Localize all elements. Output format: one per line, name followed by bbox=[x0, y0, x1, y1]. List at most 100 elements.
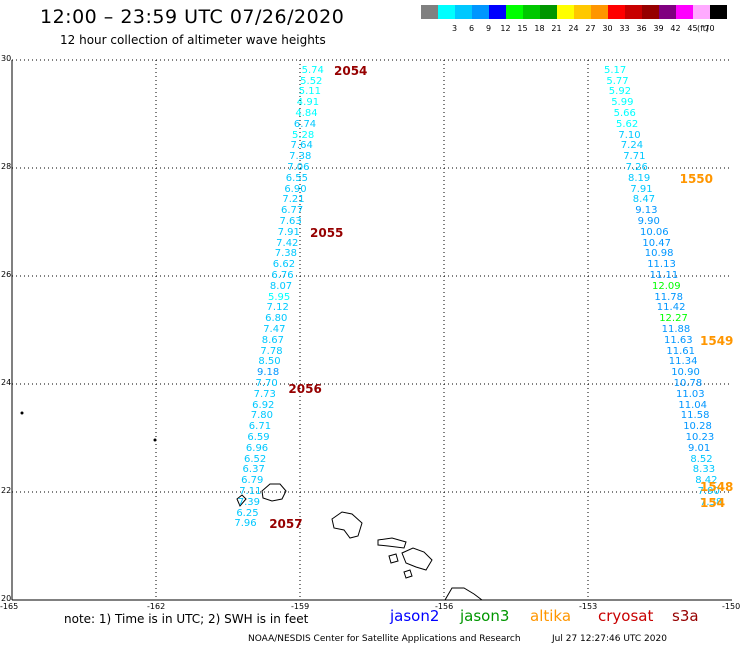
wave-height-label: 6.62 bbox=[272, 259, 296, 271]
legend-swatch bbox=[489, 5, 506, 19]
wave-height-label: 8.07 bbox=[269, 280, 293, 292]
wave-height-label: 7.21 bbox=[282, 194, 305, 206]
wave-height-label: 5.62 bbox=[616, 118, 639, 130]
pass-time-label: 1548 bbox=[700, 479, 734, 494]
wave-height-label: 7.63 bbox=[279, 216, 302, 227]
niihau-island bbox=[236, 494, 247, 507]
wave-height-label: 7.12 bbox=[266, 302, 289, 314]
legend-label: 9 bbox=[485, 24, 492, 33]
wave-height-label: 6.55 bbox=[285, 172, 309, 184]
pass-time-label: 2055 bbox=[310, 225, 344, 240]
legend-swatch bbox=[540, 5, 557, 19]
wave-height-label: 10.90 bbox=[671, 367, 700, 379]
wave-height-label: 7.78 bbox=[260, 345, 283, 357]
generation-timestamp: Jul 27 12:27:46 UTC 2020 bbox=[552, 634, 667, 644]
legend-label: 21 bbox=[551, 24, 562, 33]
legend-label: 33 bbox=[619, 24, 630, 33]
pass-time-label: 2054 bbox=[334, 63, 368, 78]
wave-height-label: 7.47 bbox=[263, 324, 286, 335]
credit-line: NOAA/NESDIS Center for Satellite Applica… bbox=[248, 634, 521, 644]
longitude-label: -156 bbox=[435, 602, 454, 611]
longitude-label: -150 bbox=[722, 602, 740, 611]
longitude-label: -165 bbox=[0, 602, 19, 611]
wave-height-label: 6.25 bbox=[236, 507, 259, 519]
wave-height-label: 5.28 bbox=[292, 129, 315, 141]
wave-height-label: 12.27 bbox=[659, 313, 688, 325]
wave-height-label: 10.28 bbox=[683, 421, 712, 433]
wave-height-label: 11.34 bbox=[668, 356, 698, 368]
wave-height-label: 7.38 bbox=[700, 496, 723, 508]
latitude-label: 28 bbox=[1, 162, 12, 171]
pass-time-label: 2057 bbox=[269, 517, 303, 532]
wave-height-label: 7.80 bbox=[250, 410, 273, 422]
hawaii-big-island bbox=[444, 587, 483, 601]
wave-height-label: 8.19 bbox=[628, 172, 651, 184]
wave-height-label: 6.74 bbox=[293, 118, 317, 130]
legend-swatch bbox=[710, 5, 727, 19]
legend-label: 3 bbox=[451, 24, 458, 33]
pass-time-label: 154 bbox=[700, 495, 726, 510]
page-title: 12:00 – 23:59 UTC 07/26/2020 bbox=[40, 6, 345, 28]
legend-swatch bbox=[438, 5, 455, 19]
wave-height-label: 11.61 bbox=[666, 345, 696, 357]
legend-swatch bbox=[472, 5, 489, 19]
wave-height-label: 11.04 bbox=[678, 399, 708, 411]
wave-height-label: 5.52 bbox=[300, 75, 323, 87]
molokai-island bbox=[377, 537, 407, 549]
legend-label: 45 bbox=[687, 24, 698, 33]
wave-height-label: 10.78 bbox=[673, 378, 703, 389]
wave-height-label: 7.38 bbox=[274, 248, 297, 260]
legend-swatch bbox=[506, 5, 523, 19]
wave-height-label: 7.71 bbox=[623, 151, 646, 163]
legend-label: 30 bbox=[602, 24, 613, 33]
legend-swatch bbox=[676, 5, 693, 19]
wave-height-label: 8.33 bbox=[692, 464, 716, 476]
wave-height-label: 7.91 bbox=[277, 226, 300, 238]
legend-swatch bbox=[625, 5, 642, 19]
legend-label: 24 bbox=[568, 24, 579, 33]
legend-label: 42 bbox=[670, 24, 681, 33]
satellite-label-cryosat: cryosat bbox=[598, 607, 654, 625]
wave-height-label: 10.23 bbox=[685, 432, 715, 443]
latitude-label: 24 bbox=[1, 378, 12, 387]
oahu-island bbox=[331, 511, 363, 539]
wave-height-label: 6.96 bbox=[245, 442, 269, 454]
legend-label: 39 bbox=[653, 24, 664, 33]
wave-height-label: 7.91 bbox=[630, 183, 653, 195]
wave-height-label: 9.18 bbox=[256, 367, 280, 379]
legend-label: 6 bbox=[468, 24, 475, 33]
wave-height-label: 7.42 bbox=[276, 237, 299, 249]
wave-height-label: 11.63 bbox=[664, 334, 693, 346]
footer-note: note: 1) Time is in UTC; 2) SWH is in fe… bbox=[64, 612, 309, 626]
latitude-label: 22 bbox=[1, 486, 12, 495]
latitude-label: 26 bbox=[1, 270, 12, 279]
wave-height-label: 11.58 bbox=[680, 410, 710, 422]
wave-height-label: 6.92 bbox=[252, 399, 275, 411]
satellite-label-altika: altika bbox=[530, 607, 572, 625]
wave-height-label: 5.11 bbox=[298, 86, 321, 98]
wave-height-label: 6.37 bbox=[242, 464, 265, 476]
satellite-label-s3a: s3a bbox=[672, 607, 699, 625]
legend-swatch bbox=[523, 5, 540, 19]
wave-height-label: 5.74 bbox=[301, 64, 324, 76]
hawaii-coastline bbox=[20, 411, 483, 601]
wave-height-label: 7.96 bbox=[234, 518, 257, 530]
wave-height-label: 7.11 bbox=[239, 486, 262, 497]
wave-height-label: 11.13 bbox=[647, 259, 676, 271]
wave-height-label: 8.67 bbox=[261, 334, 285, 346]
legend-swatch bbox=[421, 5, 438, 19]
legend-unit: (ft) bbox=[697, 24, 710, 33]
wave-height-label: 6.77 bbox=[280, 205, 304, 217]
legend-swatch bbox=[608, 5, 625, 19]
map-grid bbox=[11, 59, 732, 601]
pass-time-label: 1549 bbox=[700, 333, 734, 348]
wave-height-label: 5.92 bbox=[608, 86, 632, 98]
wave-height-label: 12.09 bbox=[652, 280, 681, 292]
wave-height-label: 7.39 bbox=[237, 496, 261, 508]
wave-height-label: 6.52 bbox=[244, 453, 267, 465]
wave-height-label: 6.79 bbox=[241, 475, 264, 487]
wave-height-label: 11.78 bbox=[654, 291, 684, 303]
wave-height-label: 10.06 bbox=[640, 226, 669, 238]
latitude-label: 20 bbox=[1, 594, 12, 603]
islet-dot bbox=[153, 438, 157, 442]
